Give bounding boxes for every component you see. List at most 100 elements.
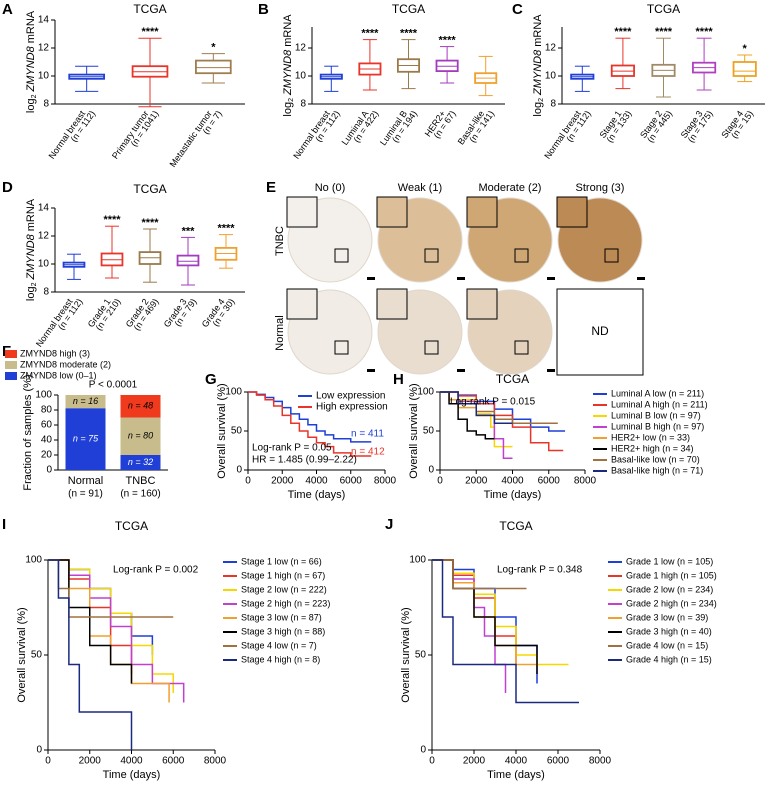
legend-label: Stage 4 high (n = 8)	[241, 654, 320, 664]
x-tick-label: Metastatic tumor	[168, 109, 214, 169]
y-axis-label-part: ZMYND8	[532, 49, 544, 96]
legend-label: Grade 4 high (n = 15)	[626, 654, 712, 664]
panel-letter: E	[266, 179, 276, 196]
survival-curve	[440, 391, 564, 452]
legend-label: Stage 1 high (n = 67)	[241, 570, 325, 580]
panel-letter: B	[258, 1, 269, 18]
x-tick-label: 0	[245, 476, 251, 487]
y-tick-label: 0	[236, 465, 242, 476]
x-tick-label: 4000	[505, 756, 528, 767]
zoom-region	[514, 248, 529, 263]
y-tick-label: 10	[295, 71, 307, 82]
legend-label: Stage 2 high (n = 223)	[241, 598, 330, 608]
x-tick-label: 2000	[79, 756, 102, 767]
x-tick-label: 6000	[547, 756, 570, 767]
y-tick-label: 12	[38, 231, 50, 242]
y-tick-label: 12	[545, 43, 557, 54]
nd-box	[556, 288, 644, 376]
y-tick-label: 0	[420, 745, 426, 756]
row-label: Normal	[274, 315, 286, 350]
legend-label: High expression	[316, 402, 388, 413]
inset	[466, 288, 498, 320]
inset	[286, 196, 318, 228]
bar-segment	[65, 395, 106, 409]
inset	[376, 196, 408, 228]
y-tick-label: 40	[41, 435, 53, 446]
inset	[286, 288, 318, 320]
legend-swatch	[5, 350, 17, 358]
significance: ****	[439, 35, 457, 47]
y-tick-label: 10	[545, 71, 557, 82]
annotation: n = 411	[351, 429, 384, 440]
significance: ****	[400, 28, 418, 40]
scale-bar	[547, 369, 555, 372]
survival-curve	[248, 391, 372, 457]
y-tick-label: 80	[41, 405, 53, 416]
legend-label: Low expression	[316, 391, 385, 402]
significance: ****	[217, 223, 235, 235]
legend-label: Basal-like high (n = 71)	[611, 465, 703, 475]
chart-title: TCGA	[499, 519, 532, 533]
x-tick-label: 2000	[463, 756, 486, 767]
box	[732, 61, 757, 77]
bar-segment	[120, 417, 161, 455]
y-tick-label: 10	[38, 259, 50, 270]
x-tick-label: 6000	[340, 476, 363, 487]
legend-label: Stage 1 low (n = 66)	[241, 556, 322, 566]
scale-bar	[547, 277, 555, 280]
legend-label: Luminal A high (n = 211)	[611, 399, 708, 409]
legend-label: Grade 1 high (n = 105)	[626, 570, 717, 580]
n-label: (n = 160)	[120, 489, 160, 500]
legend-swatch	[5, 361, 17, 369]
x-tick-label: 8000	[374, 476, 397, 487]
legend-label: Stage 3 high (n = 88)	[241, 626, 325, 636]
survival-curve	[440, 391, 513, 424]
y-tick-label: 100	[409, 555, 426, 566]
count-label: n = 80	[128, 431, 153, 441]
significance: *	[743, 43, 748, 55]
legend-label: HER2+ low (n = 33)	[611, 432, 690, 442]
y-axis-label-part: ZMYND8	[25, 233, 37, 280]
survival-curve	[432, 559, 579, 704]
y-tick-label: 100	[35, 390, 52, 401]
column-header: Weak (1)	[398, 182, 442, 194]
legend-label: Grade 3 high (n = 40)	[626, 626, 712, 636]
y-tick-label: 8	[43, 99, 49, 110]
survival-curve	[440, 391, 495, 440]
significance: ****	[141, 26, 159, 38]
x-tick-label: 0	[45, 756, 51, 767]
legend-label: Stage 4 low (n = 7)	[241, 640, 317, 650]
n-label: (n = 91)	[68, 489, 103, 500]
y-axis-label: Overall survival (%)	[408, 383, 420, 478]
legend-label: Luminal B high (n = 97)	[611, 421, 704, 431]
x-tick-label: 8000	[589, 756, 612, 767]
x-tick-label: 8000	[574, 476, 597, 487]
y-axis-label: Overall survival (%)	[400, 607, 412, 702]
annotation: Log-rank P = 0.05	[252, 443, 332, 454]
y-tick-label: 20	[41, 450, 53, 461]
y-tick-label: 0	[36, 745, 42, 756]
y-tick-label: 0	[46, 465, 52, 476]
zoom-region	[514, 340, 529, 355]
y-axis-label-part: 2	[31, 94, 38, 98]
y-tick-label: 50	[31, 650, 43, 661]
y-tick-label: 100	[225, 387, 242, 398]
count-label: n = 75	[73, 433, 99, 443]
significance: *	[211, 42, 216, 54]
x-tick-label: 2000	[465, 476, 488, 487]
scale-bar	[637, 277, 645, 280]
legend-label: Luminal A low (n = 211)	[611, 388, 704, 398]
y-axis-label-part: 2	[538, 98, 545, 102]
inset	[466, 196, 498, 228]
survival-curve	[48, 559, 133, 684]
legend-label: Grade 2 low (n = 234)	[626, 584, 713, 594]
survival-curve	[48, 559, 170, 703]
legend-label: Stage 2 low (n = 222)	[241, 584, 327, 594]
y-tick-label: 14	[38, 203, 50, 214]
y-axis-label: Overall survival (%)	[16, 607, 28, 702]
x-tick-label: 4000	[120, 756, 143, 767]
legend-label: HER2+ high (n = 34)	[611, 443, 694, 453]
chart-title: TCGA	[392, 2, 425, 16]
y-axis-label: log2 ZMYND8 mRNA	[282, 14, 295, 117]
